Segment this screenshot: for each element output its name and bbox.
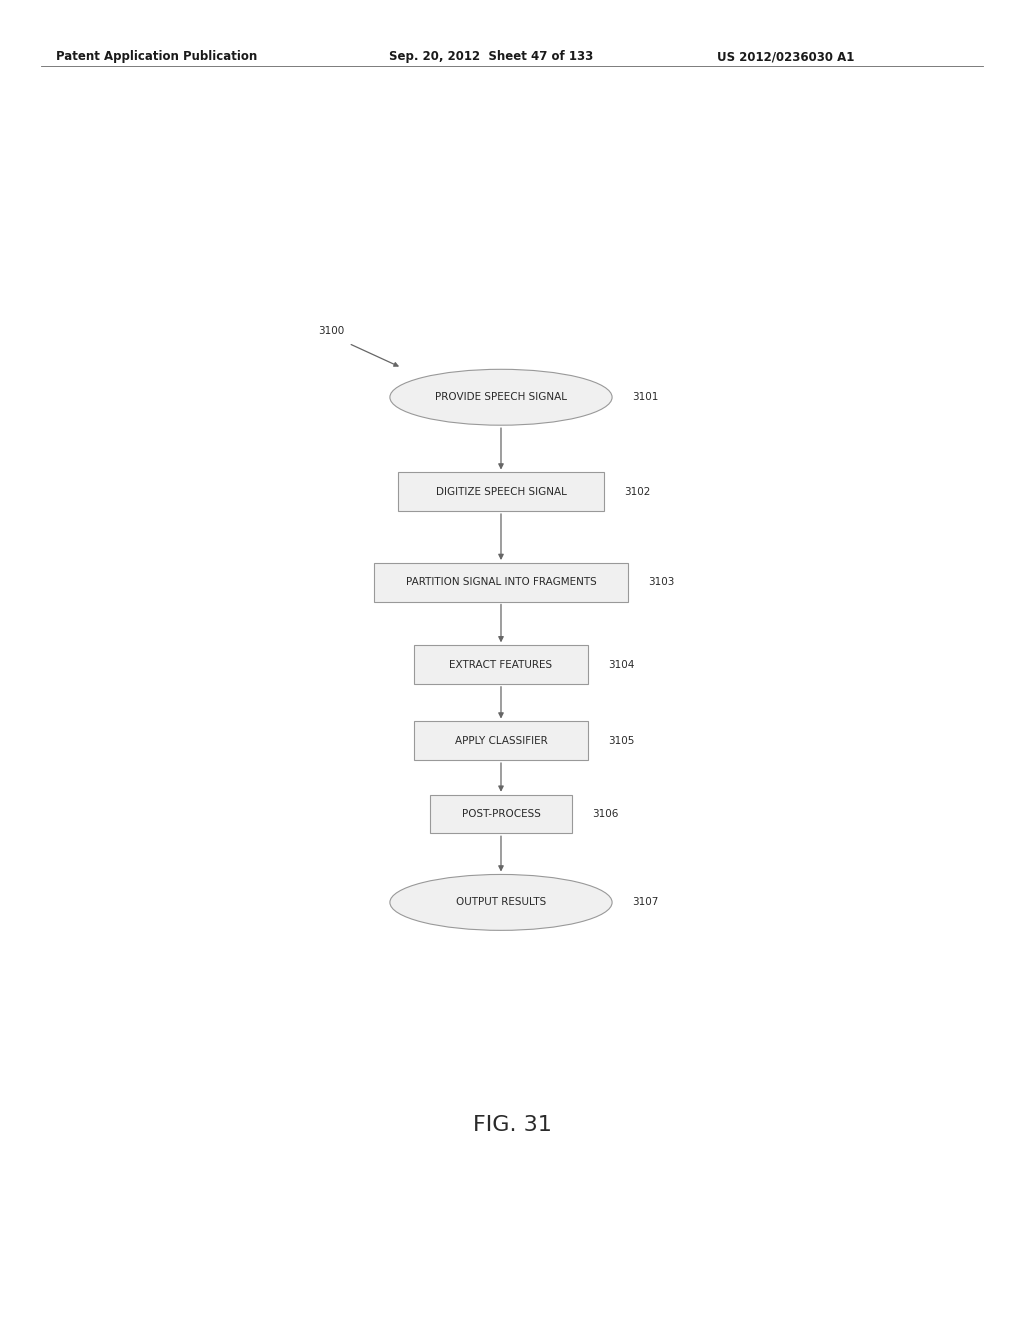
Text: PROVIDE SPEECH SIGNAL: PROVIDE SPEECH SIGNAL	[435, 392, 567, 403]
Ellipse shape	[390, 370, 612, 425]
Text: OUTPUT RESULTS: OUTPUT RESULTS	[456, 898, 546, 907]
Ellipse shape	[390, 874, 612, 931]
Text: 3105: 3105	[608, 735, 635, 746]
Text: 3106: 3106	[592, 809, 618, 818]
FancyBboxPatch shape	[430, 795, 572, 833]
FancyBboxPatch shape	[414, 645, 588, 684]
Text: 3102: 3102	[624, 487, 650, 496]
Text: Sep. 20, 2012  Sheet 47 of 133: Sep. 20, 2012 Sheet 47 of 133	[389, 50, 593, 63]
Text: Patent Application Publication: Patent Application Publication	[56, 50, 258, 63]
Text: 3101: 3101	[632, 392, 658, 403]
Text: 3107: 3107	[632, 898, 658, 907]
Text: US 2012/0236030 A1: US 2012/0236030 A1	[717, 50, 854, 63]
Text: POST-PROCESS: POST-PROCESS	[462, 809, 541, 818]
FancyBboxPatch shape	[414, 722, 588, 760]
FancyBboxPatch shape	[397, 473, 604, 511]
FancyBboxPatch shape	[374, 562, 628, 602]
Text: FIG. 31: FIG. 31	[472, 1114, 552, 1135]
Text: DIGITIZE SPEECH SIGNAL: DIGITIZE SPEECH SIGNAL	[435, 487, 566, 496]
Text: 3100: 3100	[318, 326, 345, 337]
Text: 3103: 3103	[648, 577, 674, 587]
Text: EXTRACT FEATURES: EXTRACT FEATURES	[450, 660, 553, 669]
Text: APPLY CLASSIFIER: APPLY CLASSIFIER	[455, 735, 548, 746]
Text: 3104: 3104	[608, 660, 635, 669]
Text: PARTITION SIGNAL INTO FRAGMENTS: PARTITION SIGNAL INTO FRAGMENTS	[406, 577, 596, 587]
